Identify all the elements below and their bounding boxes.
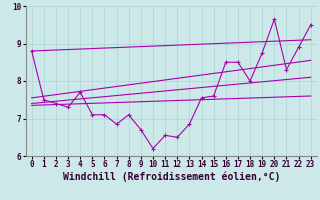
X-axis label: Windchill (Refroidissement éolien,°C): Windchill (Refroidissement éolien,°C) xyxy=(62,172,280,182)
